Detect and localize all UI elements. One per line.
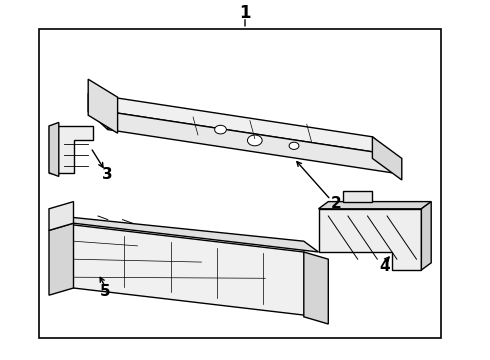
Circle shape xyxy=(247,135,262,146)
Polygon shape xyxy=(318,209,421,270)
Text: 2: 2 xyxy=(330,196,341,211)
Text: 3: 3 xyxy=(102,167,113,182)
Polygon shape xyxy=(304,252,328,324)
Text: 1: 1 xyxy=(239,4,251,22)
Polygon shape xyxy=(49,126,93,173)
Polygon shape xyxy=(108,112,392,173)
Polygon shape xyxy=(59,223,318,317)
Polygon shape xyxy=(372,137,402,180)
Polygon shape xyxy=(343,191,372,202)
Polygon shape xyxy=(421,202,431,270)
Polygon shape xyxy=(49,223,74,295)
Text: 4: 4 xyxy=(379,259,390,274)
Text: 5: 5 xyxy=(100,284,111,299)
Polygon shape xyxy=(88,79,118,133)
Polygon shape xyxy=(88,94,108,130)
Polygon shape xyxy=(49,122,59,176)
Circle shape xyxy=(215,125,226,134)
Bar xyxy=(39,29,441,338)
Circle shape xyxy=(289,142,299,149)
Polygon shape xyxy=(59,216,318,252)
Polygon shape xyxy=(318,202,431,209)
Polygon shape xyxy=(88,94,392,155)
Polygon shape xyxy=(49,202,74,230)
